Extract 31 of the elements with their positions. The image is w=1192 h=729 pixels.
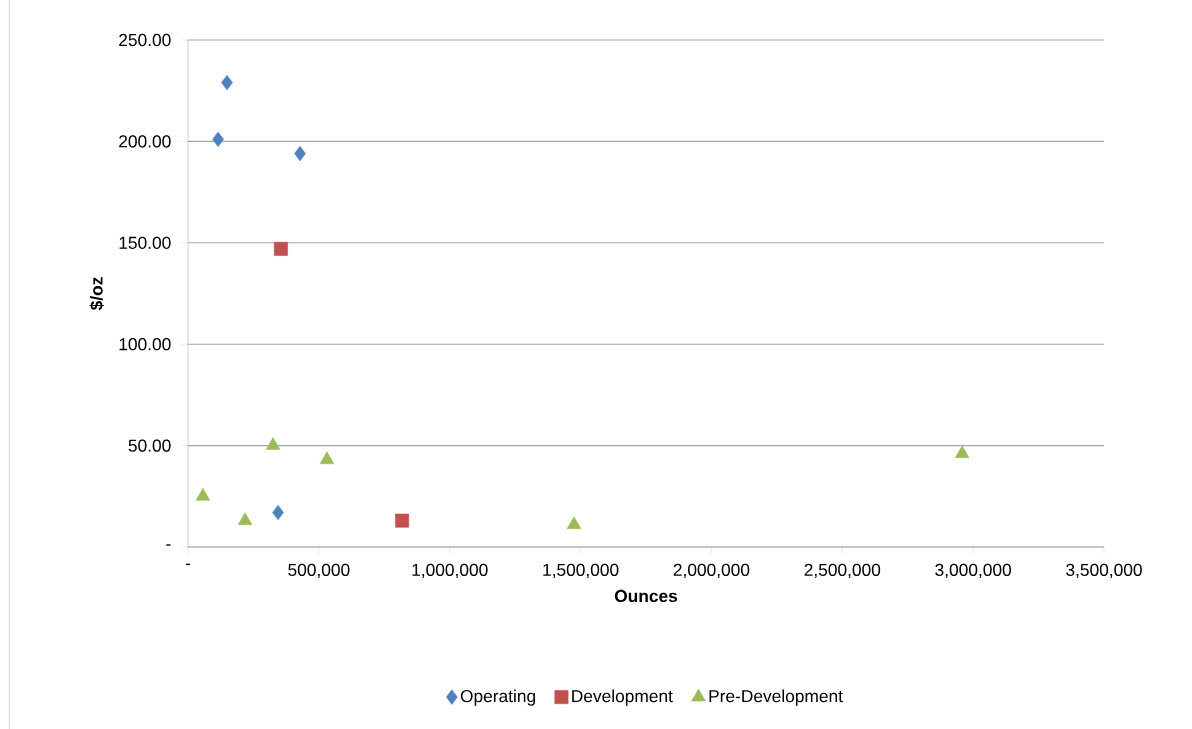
point bbox=[294, 145, 306, 162]
point bbox=[195, 488, 211, 501]
y-tick-label: - bbox=[166, 544, 171, 546]
x-tick-label: 2,000,000 bbox=[673, 563, 750, 579]
x-axis-title: Ounces bbox=[614, 589, 678, 603]
point bbox=[954, 445, 970, 458]
x-tick-label: 3,000,000 bbox=[935, 563, 1012, 579]
y-tick-label: 200.00 bbox=[119, 135, 171, 148]
x-tick-label: 2,500,000 bbox=[804, 563, 881, 579]
x-tick-label: 3,500,000 bbox=[1066, 563, 1142, 579]
y-tick-label: 150.00 bbox=[119, 236, 171, 249]
y-tick-label: 100.00 bbox=[119, 338, 171, 351]
x-tick-label: 500,000 bbox=[288, 563, 350, 579]
legend-label: Pre-Development bbox=[709, 689, 843, 706]
y-axis-title: $/oz bbox=[89, 277, 104, 311]
point bbox=[566, 516, 582, 529]
x-tick-label: 1,500,000 bbox=[543, 563, 619, 579]
point bbox=[237, 512, 253, 525]
point bbox=[212, 131, 224, 147]
y-tick-label: 50.00 bbox=[128, 439, 171, 452]
legend-label: Operating bbox=[460, 689, 536, 706]
x-tick-label: - bbox=[185, 563, 191, 566]
point bbox=[265, 437, 281, 450]
point bbox=[395, 513, 410, 528]
point bbox=[272, 504, 284, 521]
legend-label: Development bbox=[572, 689, 673, 706]
x-tick-label: 1,000,000 bbox=[412, 563, 488, 579]
y-tick-label: 250.00 bbox=[119, 33, 171, 47]
point bbox=[319, 451, 335, 465]
point bbox=[221, 74, 233, 91]
point bbox=[273, 241, 288, 256]
